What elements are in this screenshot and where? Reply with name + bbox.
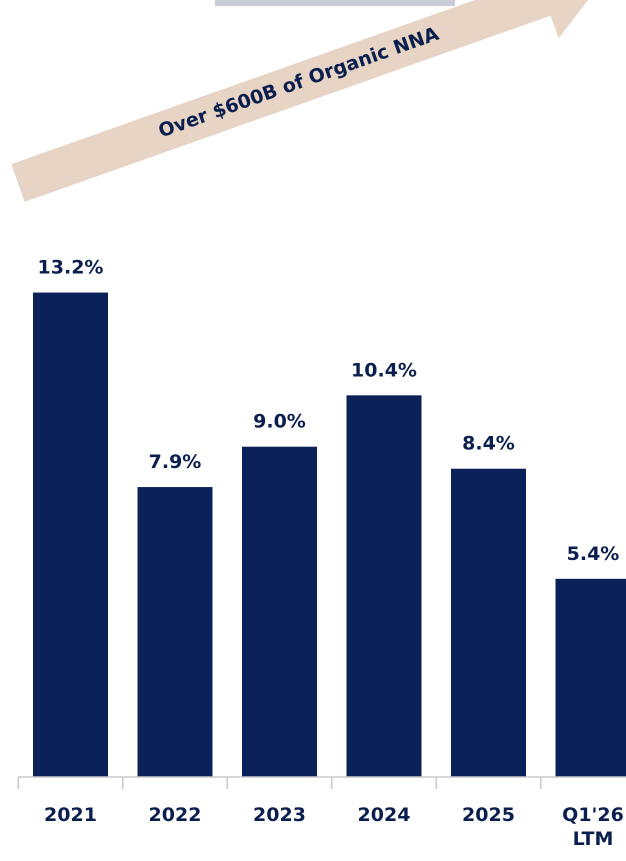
category-label-1: 2022 bbox=[149, 804, 202, 826]
value-label-1: 7.9% bbox=[149, 451, 202, 473]
trend-arrow-shape bbox=[11, 0, 609, 202]
bar-4 bbox=[451, 468, 526, 777]
bar-2 bbox=[242, 446, 317, 777]
bars-group bbox=[33, 292, 626, 777]
bar-1 bbox=[137, 487, 213, 777]
category-label-3: 2024 bbox=[358, 804, 411, 826]
cropped-title-fragment bbox=[215, 0, 455, 6]
bar-0 bbox=[33, 292, 108, 777]
x-axis-ticks bbox=[17, 777, 542, 789]
category-labels-group: 2021 2022 2023 2024 2025 Q1'26 LTM bbox=[44, 804, 624, 850]
value-label-4: 8.4% bbox=[462, 433, 515, 455]
category-label-0: 2021 bbox=[44, 804, 97, 826]
value-label-3: 10.4% bbox=[351, 359, 417, 381]
value-label-5: 5.4% bbox=[567, 543, 620, 565]
value-label-2: 9.0% bbox=[253, 411, 306, 433]
category-label-5: Q1'26 LTM bbox=[562, 804, 624, 850]
category-label-4: 2025 bbox=[462, 804, 515, 826]
value-labels-group: 13.2% 7.9% 9.0% 10.4% 8.4% 5.4% bbox=[38, 257, 620, 565]
bar-3 bbox=[346, 395, 422, 777]
bar-5 bbox=[555, 578, 626, 777]
category-label-2: 2023 bbox=[253, 804, 306, 826]
trend-arrow: Over $600B of Organic NNA bbox=[11, 0, 609, 202]
trend-arrow-label: Over $600B of Organic NNA bbox=[156, 23, 442, 143]
value-label-0: 13.2% bbox=[38, 257, 104, 279]
